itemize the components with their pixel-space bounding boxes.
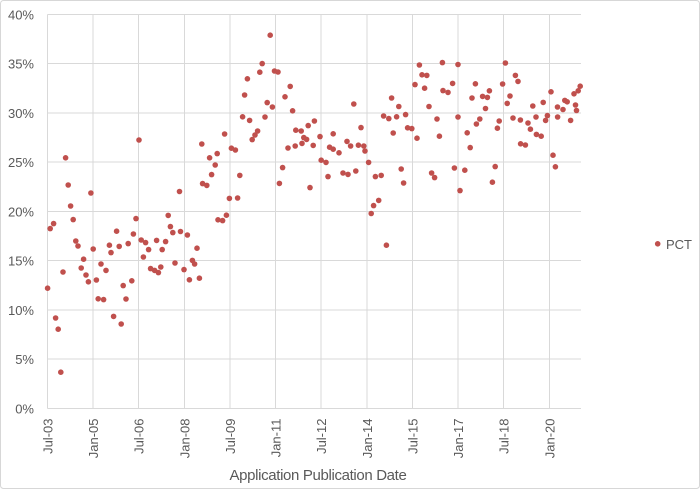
svg-text:PCT: PCT (666, 237, 692, 252)
svg-text:Jul-15: Jul-15 (405, 419, 420, 454)
svg-text:30%: 30% (8, 106, 34, 121)
svg-text:35%: 35% (8, 57, 34, 72)
svg-text:Jul-03: Jul-03 (40, 419, 55, 454)
svg-text:40%: 40% (8, 7, 34, 22)
svg-text:Jul-09: Jul-09 (223, 419, 238, 454)
svg-text:Application Publication Date: Application Publication Date (230, 467, 407, 484)
svg-text:Jul-18: Jul-18 (497, 419, 512, 454)
svg-text:Jan-17: Jan-17 (451, 419, 466, 459)
svg-text:Jan-20: Jan-20 (542, 419, 557, 459)
svg-text:10%: 10% (8, 303, 34, 318)
svg-text:25%: 25% (8, 155, 34, 170)
svg-text:0%: 0% (15, 401, 34, 416)
svg-text:Jan-05: Jan-05 (86, 419, 101, 459)
svg-text:Jan-11: Jan-11 (269, 419, 284, 458)
svg-text:5%: 5% (15, 352, 34, 367)
svg-text:Jul-06: Jul-06 (132, 419, 147, 454)
svg-text:Jan-08: Jan-08 (177, 419, 192, 459)
svg-text:15%: 15% (8, 254, 34, 269)
svg-text:Jul-12: Jul-12 (314, 419, 329, 454)
svg-text:20%: 20% (8, 204, 34, 219)
svg-text:Jan-14: Jan-14 (360, 419, 375, 459)
